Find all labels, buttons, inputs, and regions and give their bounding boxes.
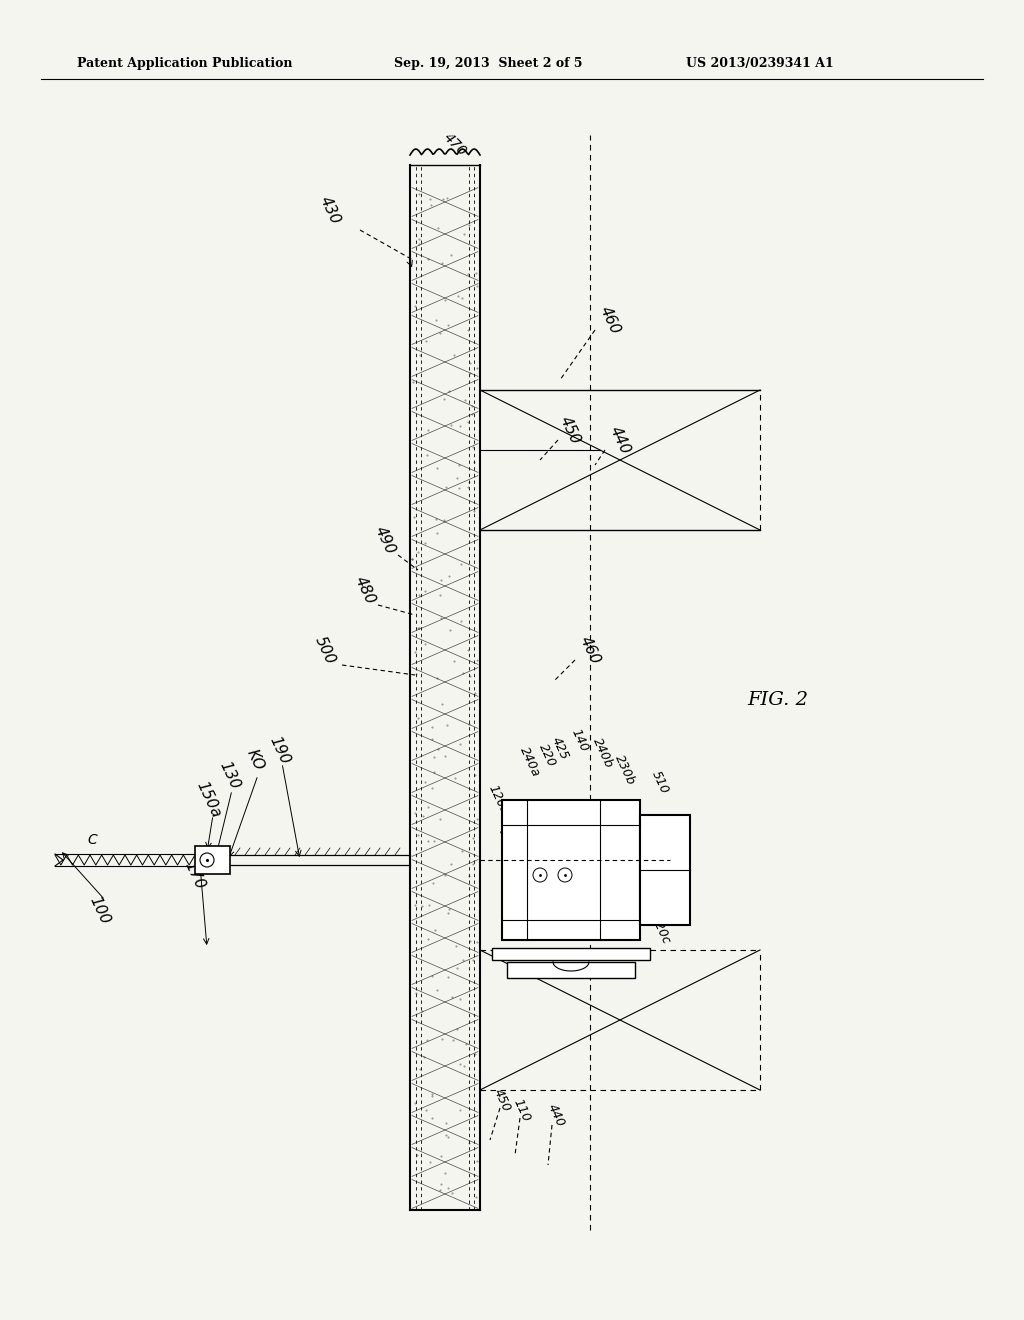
Text: 450: 450 xyxy=(557,413,583,446)
Text: 130: 130 xyxy=(217,759,243,792)
Text: 510: 510 xyxy=(649,768,671,796)
Text: US 2013/0239341 A1: US 2013/0239341 A1 xyxy=(686,57,834,70)
Text: 450: 450 xyxy=(492,1086,513,1114)
Text: 120b: 120b xyxy=(485,783,511,817)
Text: 315: 315 xyxy=(527,834,549,862)
Text: 440: 440 xyxy=(545,1101,567,1129)
Text: 170: 170 xyxy=(182,858,208,891)
Text: 140: 140 xyxy=(569,726,591,754)
Circle shape xyxy=(200,853,214,867)
Text: KO: KO xyxy=(244,747,266,774)
Text: 110: 110 xyxy=(511,1097,532,1123)
Text: 460: 460 xyxy=(597,304,623,337)
Text: 460: 460 xyxy=(577,634,603,667)
Text: 190: 190 xyxy=(267,734,293,767)
Bar xyxy=(195,846,230,874)
Text: 490: 490 xyxy=(372,524,398,557)
Text: 520c: 520c xyxy=(647,913,673,946)
Text: 480: 480 xyxy=(352,574,378,606)
Text: 100: 100 xyxy=(87,894,113,927)
Text: FIG. 2: FIG. 2 xyxy=(748,690,809,709)
Bar xyxy=(502,800,640,940)
Text: 520b: 520b xyxy=(647,873,673,907)
Text: Patent Application Publication: Patent Application Publication xyxy=(77,57,292,70)
Text: 240b: 240b xyxy=(591,735,615,770)
Text: 440: 440 xyxy=(607,424,633,457)
Text: 230b: 230b xyxy=(612,752,638,787)
Text: C: C xyxy=(87,833,97,847)
Bar xyxy=(507,962,635,978)
Text: 470: 470 xyxy=(440,131,469,160)
Bar xyxy=(640,814,690,925)
Circle shape xyxy=(534,869,547,882)
Text: 260: 260 xyxy=(496,826,518,854)
Text: 150a: 150a xyxy=(194,779,223,821)
Text: Sep. 19, 2013  Sheet 2 of 5: Sep. 19, 2013 Sheet 2 of 5 xyxy=(394,57,583,70)
Text: 250: 250 xyxy=(511,832,532,858)
Text: 430: 430 xyxy=(317,194,343,227)
Bar xyxy=(492,948,650,960)
Text: 520a: 520a xyxy=(647,838,673,873)
Text: 240a: 240a xyxy=(517,744,543,779)
Text: 220: 220 xyxy=(536,742,558,768)
Text: 425: 425 xyxy=(549,734,571,762)
Text: 500: 500 xyxy=(312,634,338,667)
Circle shape xyxy=(558,869,572,882)
